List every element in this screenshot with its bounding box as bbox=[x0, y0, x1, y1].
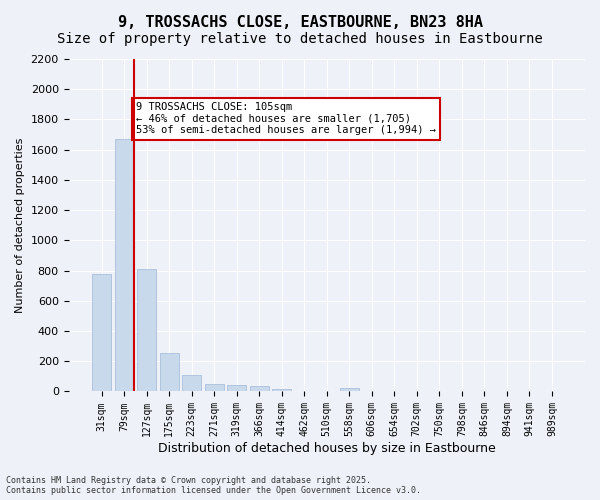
Text: 9 TROSSACHS CLOSE: 105sqm
← 46% of detached houses are smaller (1,705)
53% of se: 9 TROSSACHS CLOSE: 105sqm ← 46% of detac… bbox=[136, 102, 436, 136]
Text: 9, TROSSACHS CLOSE, EASTBOURNE, BN23 8HA: 9, TROSSACHS CLOSE, EASTBOURNE, BN23 8HA bbox=[118, 15, 482, 30]
Bar bbox=[182, 375, 201, 392]
Bar bbox=[227, 386, 246, 392]
Bar bbox=[205, 384, 224, 392]
Bar bbox=[160, 353, 179, 392]
Bar bbox=[272, 389, 291, 392]
Y-axis label: Number of detached properties: Number of detached properties bbox=[15, 138, 25, 313]
Bar bbox=[137, 269, 156, 392]
Text: Size of property relative to detached houses in Eastbourne: Size of property relative to detached ho… bbox=[57, 32, 543, 46]
Bar bbox=[92, 274, 111, 392]
X-axis label: Distribution of detached houses by size in Eastbourne: Distribution of detached houses by size … bbox=[158, 442, 496, 455]
Bar bbox=[250, 386, 269, 392]
Bar bbox=[340, 388, 359, 392]
Text: Contains HM Land Registry data © Crown copyright and database right 2025.
Contai: Contains HM Land Registry data © Crown c… bbox=[6, 476, 421, 495]
Bar bbox=[115, 139, 134, 392]
